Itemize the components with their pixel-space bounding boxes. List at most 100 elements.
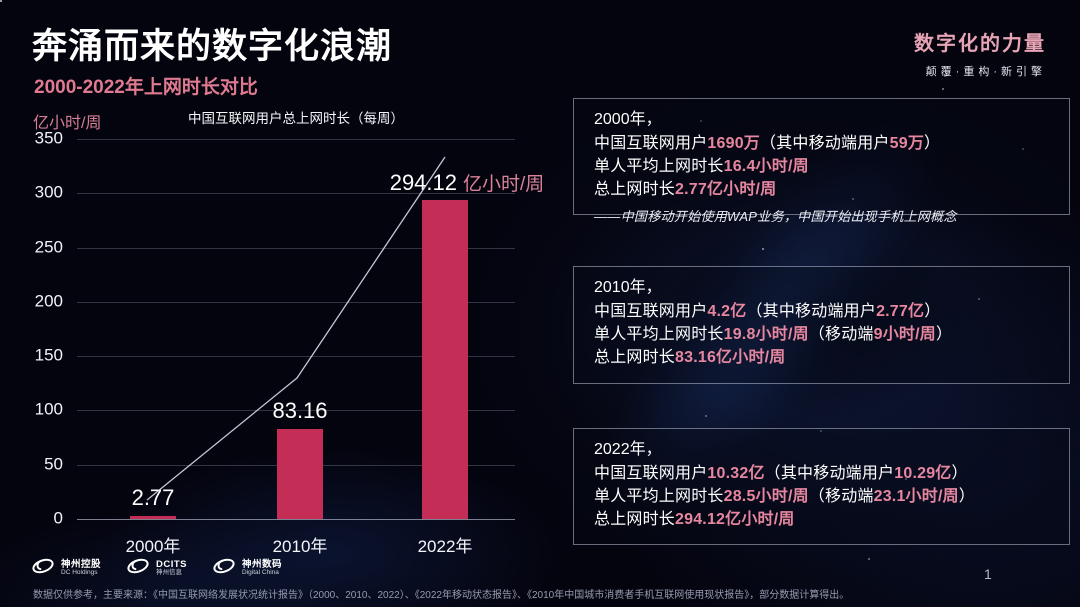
info-line: 中国互联网用户10.32亿（其中移动端用户10.29亿） [594,462,1049,485]
stars-decoration [0,0,2,2]
info-text: （其中移动端用户 [760,135,890,152]
x-tick-label: 2022年 [417,537,473,556]
chart-title: 中国互联网用户总上网时长（每周） [188,111,404,126]
highlight-value: 4.2亿 [707,303,747,320]
info-text: 总上网时长 [594,181,676,198]
logo-digital-china: 神州数码 Digital China [211,557,282,580]
info-text: （其中移动端用户 [764,465,895,482]
info-line: 单人平均上网时长19.8小时/周（移动端9小时/周） [594,323,1049,346]
info-text: 总上网时长 [594,349,676,366]
box-heading: 2022年， [594,441,662,458]
bar-value-label: 294.12 亿小时/周 [390,169,545,196]
highlight-value: 59万 [889,135,925,152]
bar-value-label: 83.16 [272,398,327,424]
company-name: 神州数码 [242,559,283,571]
highlight-value: 19.8小时/周 [723,326,809,343]
x-tick-label: 2010年 [272,537,328,556]
x-tick-label: 2000年 [125,537,181,556]
y-tick-label: 250 [34,236,63,256]
info-box-lines: 中国互联网用户1690万（其中移动端用户59万） 单人平均上网时长16.4小时/周… [594,132,1049,201]
info-text: 中国互联网用户 [594,303,708,320]
highlight-value: 10.29亿 [894,465,952,482]
y-tick-label: 150 [34,345,63,365]
info-text: ） [958,488,975,505]
highlight-value: 294.12亿小时/周 [675,511,795,528]
y-tick-label: 200 [34,291,63,311]
bar-value: 2.77 [131,484,175,510]
slide-subtitle: 2000-2022年上网时长对比 [34,77,258,98]
y-tick-label: 100 [34,399,63,419]
bar-value-unit: 亿小时/周 [463,173,545,195]
brand-title: 数字化的力量 [914,33,1046,55]
bar-2022年 [422,199,468,519]
info-text: ） [924,135,941,152]
y-tick-label: 0 [53,508,63,528]
info-line: 单人平均上网时长28.5小时/周（移动端23.1小时/周） [594,485,1049,508]
info-line: 中国互联网用户1690万（其中移动端用户59万） [594,132,1049,155]
galaxy-swirl-icon [211,557,237,580]
gridline [77,139,515,140]
gridline [77,519,515,520]
box-note: ——中国移动开始使用WAP业务，中国开始出现手机上网概念 [594,209,957,224]
highlight-value: 23.1小时/周 [873,488,959,505]
info-line: 总上网时长294.12亿小时/周 [594,508,1049,531]
info-text: （移动端 [808,488,874,505]
highlight-value: 10.32亿 [707,465,765,482]
info-text: （其中移动端用户 [746,303,877,320]
info-box-lines: 中国互联网用户10.32亿（其中移动端用户10.29亿） 单人平均上网时长28.5… [594,462,1049,531]
plot-area: 350 300 250 200 150 100 50 0 2.77 2000年 83.16 2010年… [35,128,545,556]
footer-logos: 神州控股 DC Holdings DCITS 神州信息 神州数码 Digital… [30,557,282,580]
info-text: 单人平均上网时长 [594,158,724,175]
info-line: 单人平均上网时长16.4小时/周 [594,155,1049,178]
highlight-value: 28.5小时/周 [723,488,809,505]
info-text: （移动端 [808,326,874,343]
y-axis-unit-label: 亿小时/周 [33,115,102,132]
logo-dcits: DCITS 神州信息 [125,557,187,580]
brand-block: 数字化的力量 颠覆·重构·新引擎 [914,27,1046,79]
company-name: 神州控股 [61,559,102,571]
box-heading: 2000年， [594,111,662,128]
galaxy-swirl-icon [125,557,151,580]
galaxy-swirl-icon [30,557,56,580]
info-text: ） [935,326,953,343]
bar-value-label: 2.77 [132,485,175,511]
company-sub: Digital China [242,569,279,577]
info-text: 总上网时长 [594,511,676,528]
info-text: 中国互联网用户 [594,465,708,482]
highlight-value: 9小时/周 [873,326,936,343]
highlight-value: 1690万 [707,135,761,152]
info-text: ） [951,465,968,482]
y-tick-label: 50 [44,454,63,474]
info-box-2022: 2022年， 中国互联网用户10.32亿（其中移动端用户10.29亿） 单人平均上… [573,428,1070,545]
highlight-value: 83.16亿小时/周 [675,349,786,366]
info-text: ） [924,303,941,320]
highlight-value: 2.77亿 [876,303,925,320]
company-name: DCITS [156,559,188,571]
info-line: 中国互联网用户4.2亿（其中移动端用户2.77亿） [594,300,1049,323]
info-text: 单人平均上网时长 [594,326,724,343]
brand-tagline: 颠覆·重构·新引擎 [925,66,1046,78]
footnote: 数据仅供参考，主要来源：《中国互联网络发展状况统计报告》（2000、2010、2… [33,590,850,601]
company-sub: DC Holdings [61,569,98,577]
info-box-lines: 中国互联网用户4.2亿（其中移动端用户2.77亿） 单人平均上网时长19.8小时/… [594,300,1049,369]
logo-dc-holdings: 神州控股 DC Holdings [30,557,101,580]
box-heading: 2010年， [594,279,662,296]
y-tick-label: 300 [34,182,63,202]
info-box-2000: 2000年， 中国互联网用户1690万（其中移动端用户59万） 单人平均上网时长1… [573,98,1070,224]
slide-title: 奔涌而来的数字化浪潮 [32,27,393,66]
company-sub: 神州信息 [156,569,183,577]
highlight-value: 2.77亿小时/周 [675,181,777,198]
bar-2000年 [130,516,176,519]
bar-value: 83.16 [272,397,328,423]
bar-2010年 [277,428,323,519]
info-text: 中国互联网用户 [594,135,708,152]
y-tick-label: 350 [34,128,63,148]
page-number: 1 [984,566,992,582]
highlight-value: 16.4小时/周 [723,158,809,175]
info-text: 单人平均上网时长 [594,488,724,505]
info-box-2010: 2010年， 中国互联网用户4.2亿（其中移动端用户2.77亿） 单人平均上网时长… [573,266,1070,384]
info-line: 总上网时长83.16亿小时/周 [594,346,1049,369]
bar-value: 294.12 [389,169,458,195]
info-line: 总上网时长2.77亿小时/周 [594,178,1049,201]
